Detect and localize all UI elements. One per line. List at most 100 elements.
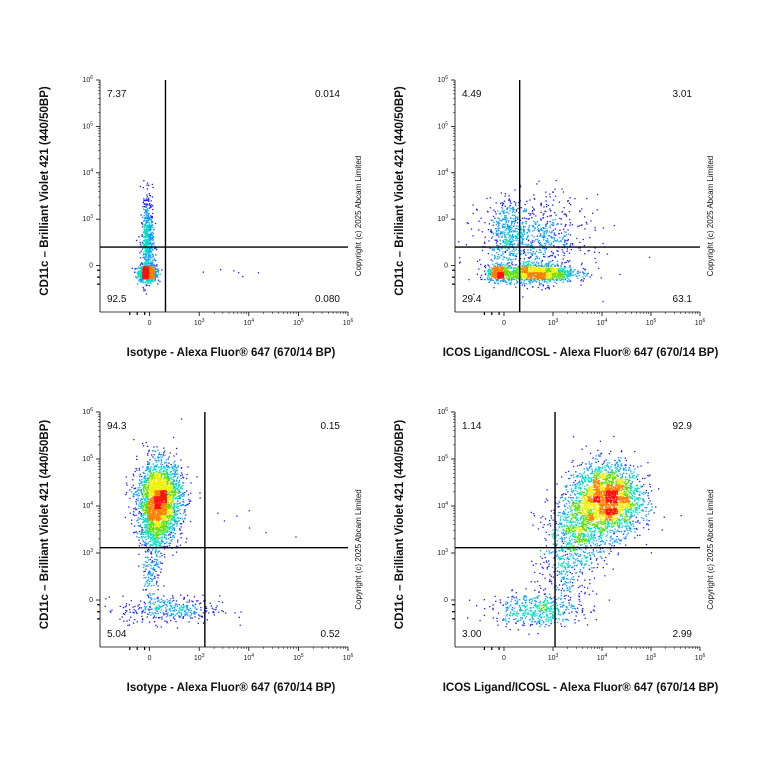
event-dot [522, 235, 524, 238]
event-dot [146, 266, 148, 268]
event-dot [142, 466, 144, 468]
event-dot [138, 539, 140, 541]
event-dot [182, 501, 185, 503]
event-dot [532, 269, 534, 271]
event-dot [497, 271, 499, 273]
event-dot [513, 271, 515, 274]
event-dot [551, 271, 553, 273]
event-dot [577, 270, 579, 272]
event-dot [242, 276, 244, 278]
event-dot [550, 215, 552, 217]
event-dot [539, 284, 541, 286]
event-dot [534, 253, 536, 255]
event-dot [150, 242, 152, 245]
event-dot [145, 220, 148, 222]
event-dot [507, 233, 509, 235]
event-dot [141, 492, 143, 494]
event-dot [144, 603, 146, 605]
event-dot [510, 252, 512, 255]
event-dot [153, 269, 155, 271]
event-dot [151, 549, 154, 551]
event-dot [168, 608, 170, 610]
event-dot [140, 525, 142, 528]
event-dot [181, 474, 184, 476]
event-dot [504, 273, 506, 275]
event-dot [179, 508, 181, 511]
event-dot [147, 208, 149, 210]
event-dot [151, 270, 153, 273]
event-dot [501, 273, 503, 275]
event-dot [500, 276, 502, 279]
event-dot [528, 275, 530, 277]
event-dot [546, 215, 549, 218]
event-dot [498, 275, 501, 277]
event-dot [152, 264, 154, 266]
event-dot [533, 194, 535, 196]
event-dot [148, 450, 150, 453]
event-dot [565, 261, 567, 263]
event-dot [563, 252, 566, 254]
event-dot [159, 601, 161, 603]
event-dot [144, 199, 146, 201]
event-dot [536, 261, 538, 263]
event-dot [537, 266, 539, 268]
event-dot [147, 463, 149, 465]
event-dot [177, 612, 179, 614]
event-dot [531, 268, 533, 270]
event-dot [538, 264, 540, 266]
event-dot [212, 611, 214, 613]
event-dot [146, 270, 149, 272]
event-dot [524, 211, 526, 213]
event-dot [158, 550, 160, 552]
event-dot [175, 512, 177, 514]
event-dot [151, 281, 153, 283]
event-dot [536, 265, 538, 267]
event-dot [526, 200, 528, 202]
event-dot [507, 225, 509, 227]
event-dot [192, 604, 194, 606]
event-dot [491, 268, 493, 271]
event-dot [167, 601, 169, 603]
event-dot [533, 272, 535, 274]
event-dot [563, 231, 566, 233]
event-dot [545, 278, 547, 280]
event-dot [527, 249, 529, 251]
event-dot [532, 224, 534, 227]
event-dot [579, 241, 581, 244]
event-dot [147, 261, 149, 263]
event-dot [160, 606, 162, 608]
event-dot [225, 612, 227, 614]
event-dot [131, 519, 133, 521]
event-dot [502, 251, 504, 253]
event-dot [152, 235, 154, 237]
event-dot [594, 247, 596, 249]
event-dot [552, 276, 554, 278]
event-dot [146, 259, 148, 261]
event-dot [149, 611, 151, 613]
event-dot [171, 538, 173, 540]
event-dot [164, 545, 166, 548]
event-dot [178, 615, 180, 617]
event-dot [151, 598, 153, 600]
event-dot [233, 270, 235, 272]
event-dot [523, 270, 525, 272]
event-dot [159, 617, 161, 619]
event-dot [199, 615, 201, 617]
event-dot [219, 595, 221, 597]
event-dot [156, 559, 159, 561]
event-dot [147, 249, 149, 251]
event-dot [180, 612, 182, 614]
event-dot [140, 533, 142, 535]
event-dot [151, 454, 153, 456]
event-dot [138, 494, 140, 496]
event-dot [194, 613, 196, 615]
event-dot [148, 247, 150, 249]
event-dot [497, 254, 499, 256]
event-dot [535, 257, 537, 260]
event-dot [504, 226, 506, 228]
event-dot [137, 532, 139, 534]
event-dot [534, 227, 536, 229]
event-dot [503, 235, 506, 237]
event-dot [541, 265, 544, 267]
event-dot [524, 208, 526, 210]
